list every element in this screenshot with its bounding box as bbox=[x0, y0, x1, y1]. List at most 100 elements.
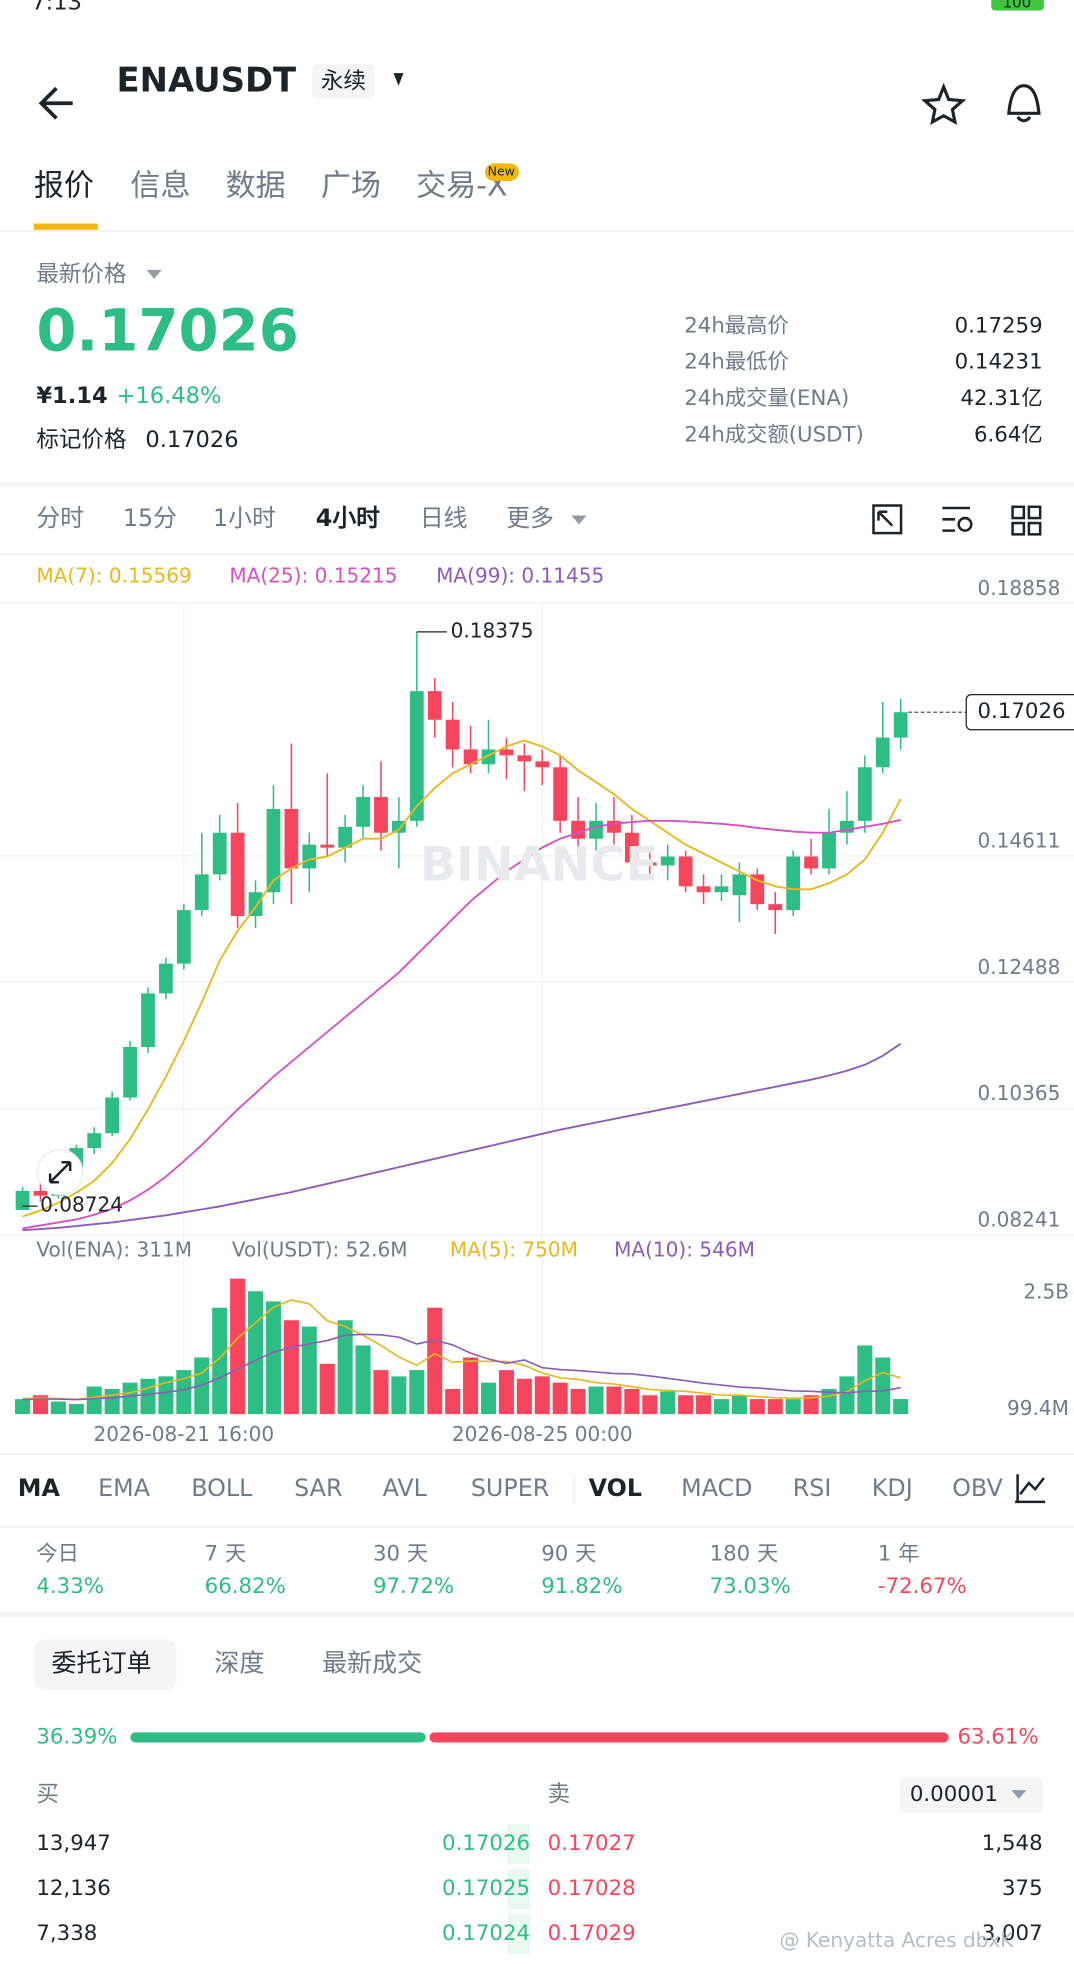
tab[interactable]: 信息 bbox=[130, 169, 190, 204]
candle-body bbox=[463, 749, 478, 765]
tab[interactable]: 报价 bbox=[34, 169, 94, 204]
interval[interactable]: 更多 bbox=[506, 504, 554, 532]
mark-price-label: 标记价格 bbox=[36, 427, 127, 453]
y-tick-label: 0.10365 bbox=[978, 1081, 1061, 1105]
candle-body bbox=[320, 844, 335, 848]
contract-type: 永续 bbox=[321, 68, 366, 94]
indicator-tab[interactable]: RSI bbox=[793, 1474, 832, 1502]
indicator-tab[interactable]: BOLL bbox=[191, 1474, 253, 1502]
sell-ratio: 63.61% bbox=[957, 1724, 1038, 1749]
ask-price: 0.17028 bbox=[548, 1876, 636, 1901]
volume-bar bbox=[50, 1401, 66, 1415]
chart-tools[interactable] bbox=[872, 504, 1042, 536]
ma-line bbox=[22, 739, 902, 1218]
indicator-settings[interactable] bbox=[1015, 1474, 1046, 1504]
buy-header: 买 bbox=[36, 1782, 59, 1808]
candle-body bbox=[696, 886, 711, 893]
candle-body bbox=[732, 874, 747, 896]
last-price-box bbox=[965, 694, 1074, 731]
high-label: 0.18375 bbox=[451, 618, 534, 642]
volume-bar bbox=[498, 1370, 514, 1415]
y-tick-label: 0.12488 bbox=[978, 955, 1061, 979]
precision-select[interactable] bbox=[899, 1777, 1043, 1813]
candle-body bbox=[409, 691, 424, 821]
more-dropdown[interactable] bbox=[571, 515, 587, 525]
indicator-tab[interactable]: SAR bbox=[294, 1474, 342, 1502]
ask-quantity: 3,007 bbox=[982, 1921, 1043, 1946]
indicator-tab[interactable]: EMA bbox=[98, 1474, 151, 1502]
interval[interactable]: 15分 bbox=[123, 504, 177, 532]
candle-body bbox=[822, 832, 836, 869]
order-tab[interactable]: 委托订单 bbox=[51, 1649, 151, 1678]
symbol-dropdown[interactable] bbox=[393, 73, 404, 86]
interval[interactable]: 4小时 bbox=[316, 504, 380, 532]
volume-ma-legend: MA(10): 546M bbox=[614, 1238, 755, 1262]
ask-quantity: 1,548 bbox=[982, 1831, 1043, 1856]
candle-body bbox=[571, 820, 585, 839]
favorite-button[interactable] bbox=[921, 82, 967, 126]
candle-body bbox=[875, 737, 890, 768]
period-label: 30 天 bbox=[373, 1541, 428, 1566]
period-change: 97.72% bbox=[373, 1574, 454, 1599]
volume-bar bbox=[158, 1376, 174, 1415]
volume-ma-line bbox=[22, 1333, 901, 1401]
contract-badge bbox=[312, 64, 375, 99]
candle-body bbox=[857, 767, 872, 821]
divider bbox=[0, 1612, 1074, 1618]
tab[interactable]: 数据 bbox=[226, 169, 286, 204]
candle-body bbox=[804, 856, 818, 869]
candle-body bbox=[141, 993, 155, 1047]
indicator-tab[interactable]: VOL bbox=[589, 1474, 642, 1502]
kline-chart bbox=[0, 602, 1074, 1415]
order-tab[interactable]: 深度 bbox=[214, 1649, 264, 1678]
volume-bar bbox=[337, 1320, 353, 1415]
bid-depth bbox=[507, 1823, 531, 1865]
interval[interactable]: 分时 bbox=[36, 504, 84, 532]
candle-body bbox=[302, 844, 317, 869]
y-tick-label: 0.14611 bbox=[978, 829, 1061, 853]
interval[interactable]: 1小时 bbox=[213, 504, 276, 532]
battery-level: 100 bbox=[1003, 0, 1032, 11]
order-tab[interactable]: 最新成交 bbox=[322, 1649, 422, 1678]
volume-bar bbox=[588, 1386, 604, 1415]
bid-price: 0.17026 bbox=[442, 1831, 530, 1856]
buy-ratio: 36.39% bbox=[36, 1724, 117, 1749]
indicator-tab[interactable]: OBV bbox=[952, 1474, 1003, 1502]
stat-label: 24h成交额(USDT) bbox=[684, 422, 864, 447]
interval[interactable]: 日线 bbox=[420, 504, 468, 532]
indicator-tab[interactable]: KDJ bbox=[872, 1474, 913, 1502]
period-change: 73.03% bbox=[710, 1574, 791, 1599]
period-label: 90 天 bbox=[541, 1541, 596, 1566]
volume-bar bbox=[463, 1357, 479, 1415]
ma-legend: MA(25): 0.15215 bbox=[229, 563, 397, 587]
volume-bar bbox=[785, 1399, 801, 1415]
volume-bar bbox=[301, 1326, 317, 1415]
volume-legend: Vol(USDT): 52.6M bbox=[232, 1238, 408, 1262]
indicator-tab[interactable]: AVL bbox=[383, 1474, 428, 1502]
bid-quantity: 12,136 bbox=[36, 1876, 111, 1901]
price-dropdown[interactable] bbox=[146, 269, 162, 279]
back-button[interactable] bbox=[38, 86, 73, 120]
tab[interactable]: 广场 bbox=[321, 169, 381, 204]
indicator-tab[interactable]: MA bbox=[18, 1474, 61, 1502]
volume-bar bbox=[86, 1386, 102, 1415]
active-tab-pill bbox=[33, 1639, 177, 1690]
volume-bar bbox=[122, 1382, 138, 1415]
candle-body bbox=[212, 832, 227, 875]
candle-body bbox=[840, 820, 854, 833]
period-change: -72.67% bbox=[878, 1574, 967, 1599]
volume-bar bbox=[552, 1382, 568, 1415]
fullscreen-icon bbox=[48, 1160, 72, 1184]
status-time: 7:13 bbox=[31, 0, 82, 15]
stat-value: 42.31亿 bbox=[960, 386, 1042, 411]
indicator-tab[interactable]: SUPER bbox=[471, 1474, 549, 1502]
alert-button[interactable] bbox=[1007, 84, 1041, 123]
tab-underline bbox=[33, 223, 98, 230]
volume-bar bbox=[857, 1345, 873, 1415]
indicator-tab[interactable]: MACD bbox=[681, 1474, 752, 1502]
volume-bar bbox=[731, 1395, 747, 1415]
volume-bar bbox=[230, 1278, 246, 1415]
ma-legend: MA(99): 0.11455 bbox=[436, 563, 604, 587]
